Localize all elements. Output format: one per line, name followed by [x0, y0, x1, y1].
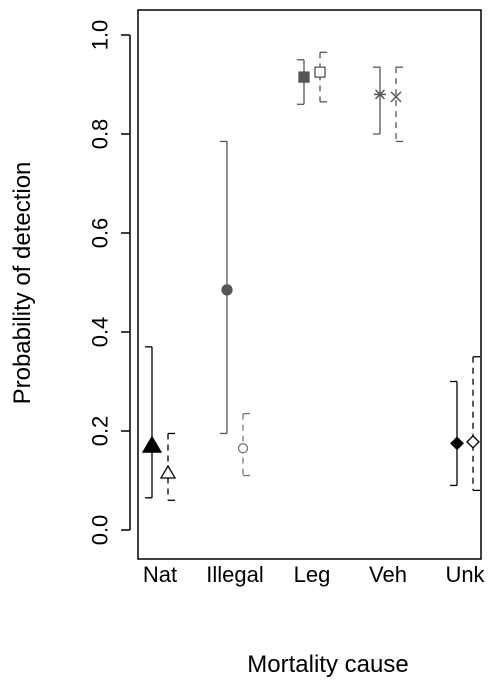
data-marks: [141, 51, 480, 501]
error-bar-point-illegal: [220, 140, 233, 435]
x-tick-label: Nat: [143, 562, 177, 587]
error-bar-point-leg: [314, 51, 327, 103]
error-bar-point-leg: [297, 59, 310, 105]
asterisk-marker: [374, 89, 386, 100]
circle-marker: [221, 284, 233, 296]
y-tick-label: 0.2: [88, 416, 113, 447]
error-bar-point-illegal: [237, 413, 250, 477]
x-axis-ticks: Nat Illegal Leg Veh Unk: [143, 562, 486, 587]
x-tick-label: Veh: [369, 562, 407, 587]
y-axis-title: Probability of detection: [9, 162, 36, 405]
x-tick-label: Unk: [445, 562, 485, 587]
y-axis-ticks: 0.0 0.2 0.4 0.6 0.8 1.0: [88, 20, 130, 546]
x-tick-label: Illegal: [206, 562, 263, 587]
diamond-marker: [466, 434, 480, 449]
error-bar-point-veh: [390, 66, 403, 143]
triangle-marker: [141, 435, 163, 453]
x-tick-label: Leg: [294, 562, 331, 587]
diamond-marker: [450, 436, 464, 451]
error-bar-point-veh: [373, 66, 386, 135]
error-bar-point-nat: [159, 432, 177, 501]
error-bar-point-unk: [466, 356, 480, 492]
y-tick-label: 0.0: [88, 515, 113, 546]
circle-marker: [237, 443, 249, 454]
square-marker: [314, 66, 326, 78]
y-tick-label: 0.6: [88, 218, 113, 249]
triangle-marker: [159, 464, 177, 479]
plot-frame: [137, 9, 482, 560]
error-bar-point-unk: [450, 380, 464, 487]
error-bar-point-nat: [141, 346, 163, 499]
x-axis-title: Mortality cause: [247, 651, 408, 678]
y-tick-label: 0.4: [88, 317, 113, 348]
y-tick-label: 0.8: [88, 119, 113, 150]
y-tick-label: 1.0: [88, 20, 113, 51]
cross-marker: [390, 91, 402, 103]
square-marker: [298, 71, 310, 83]
